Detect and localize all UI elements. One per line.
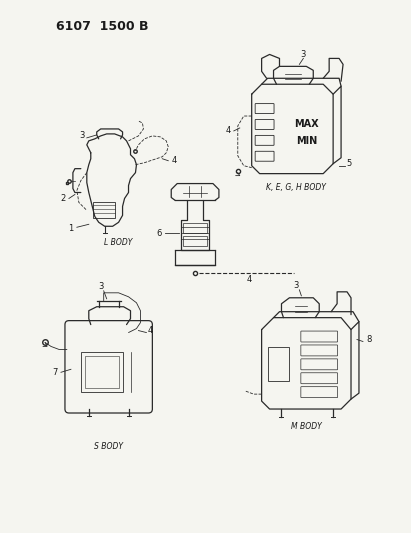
Text: 6: 6 — [157, 229, 162, 238]
Text: 2: 2 — [60, 194, 66, 203]
Bar — [183, 223, 207, 233]
Text: MAX: MAX — [294, 119, 319, 129]
Text: 7: 7 — [52, 368, 58, 377]
Text: 8: 8 — [366, 335, 372, 344]
Text: L BODY: L BODY — [104, 238, 133, 247]
Text: 5: 5 — [346, 159, 352, 168]
Text: 4: 4 — [171, 156, 177, 165]
Bar — [183, 236, 207, 246]
Text: 3: 3 — [79, 132, 85, 140]
Text: S BODY: S BODY — [94, 442, 123, 451]
Text: 3: 3 — [98, 282, 104, 292]
Text: 4: 4 — [225, 126, 231, 135]
Text: MIN: MIN — [296, 136, 317, 146]
Bar — [85, 357, 119, 388]
Bar — [81, 352, 122, 392]
Bar — [93, 203, 115, 219]
Text: 4: 4 — [247, 276, 252, 285]
Text: 6107  1500 B: 6107 1500 B — [56, 20, 148, 33]
Text: 3: 3 — [294, 281, 299, 290]
Text: M BODY: M BODY — [291, 423, 322, 431]
Bar — [268, 348, 289, 381]
Text: 4: 4 — [148, 326, 153, 335]
Text: K, E, G, H BODY: K, E, G, H BODY — [266, 183, 326, 192]
Text: 1: 1 — [68, 224, 74, 233]
Text: 3: 3 — [301, 50, 306, 59]
